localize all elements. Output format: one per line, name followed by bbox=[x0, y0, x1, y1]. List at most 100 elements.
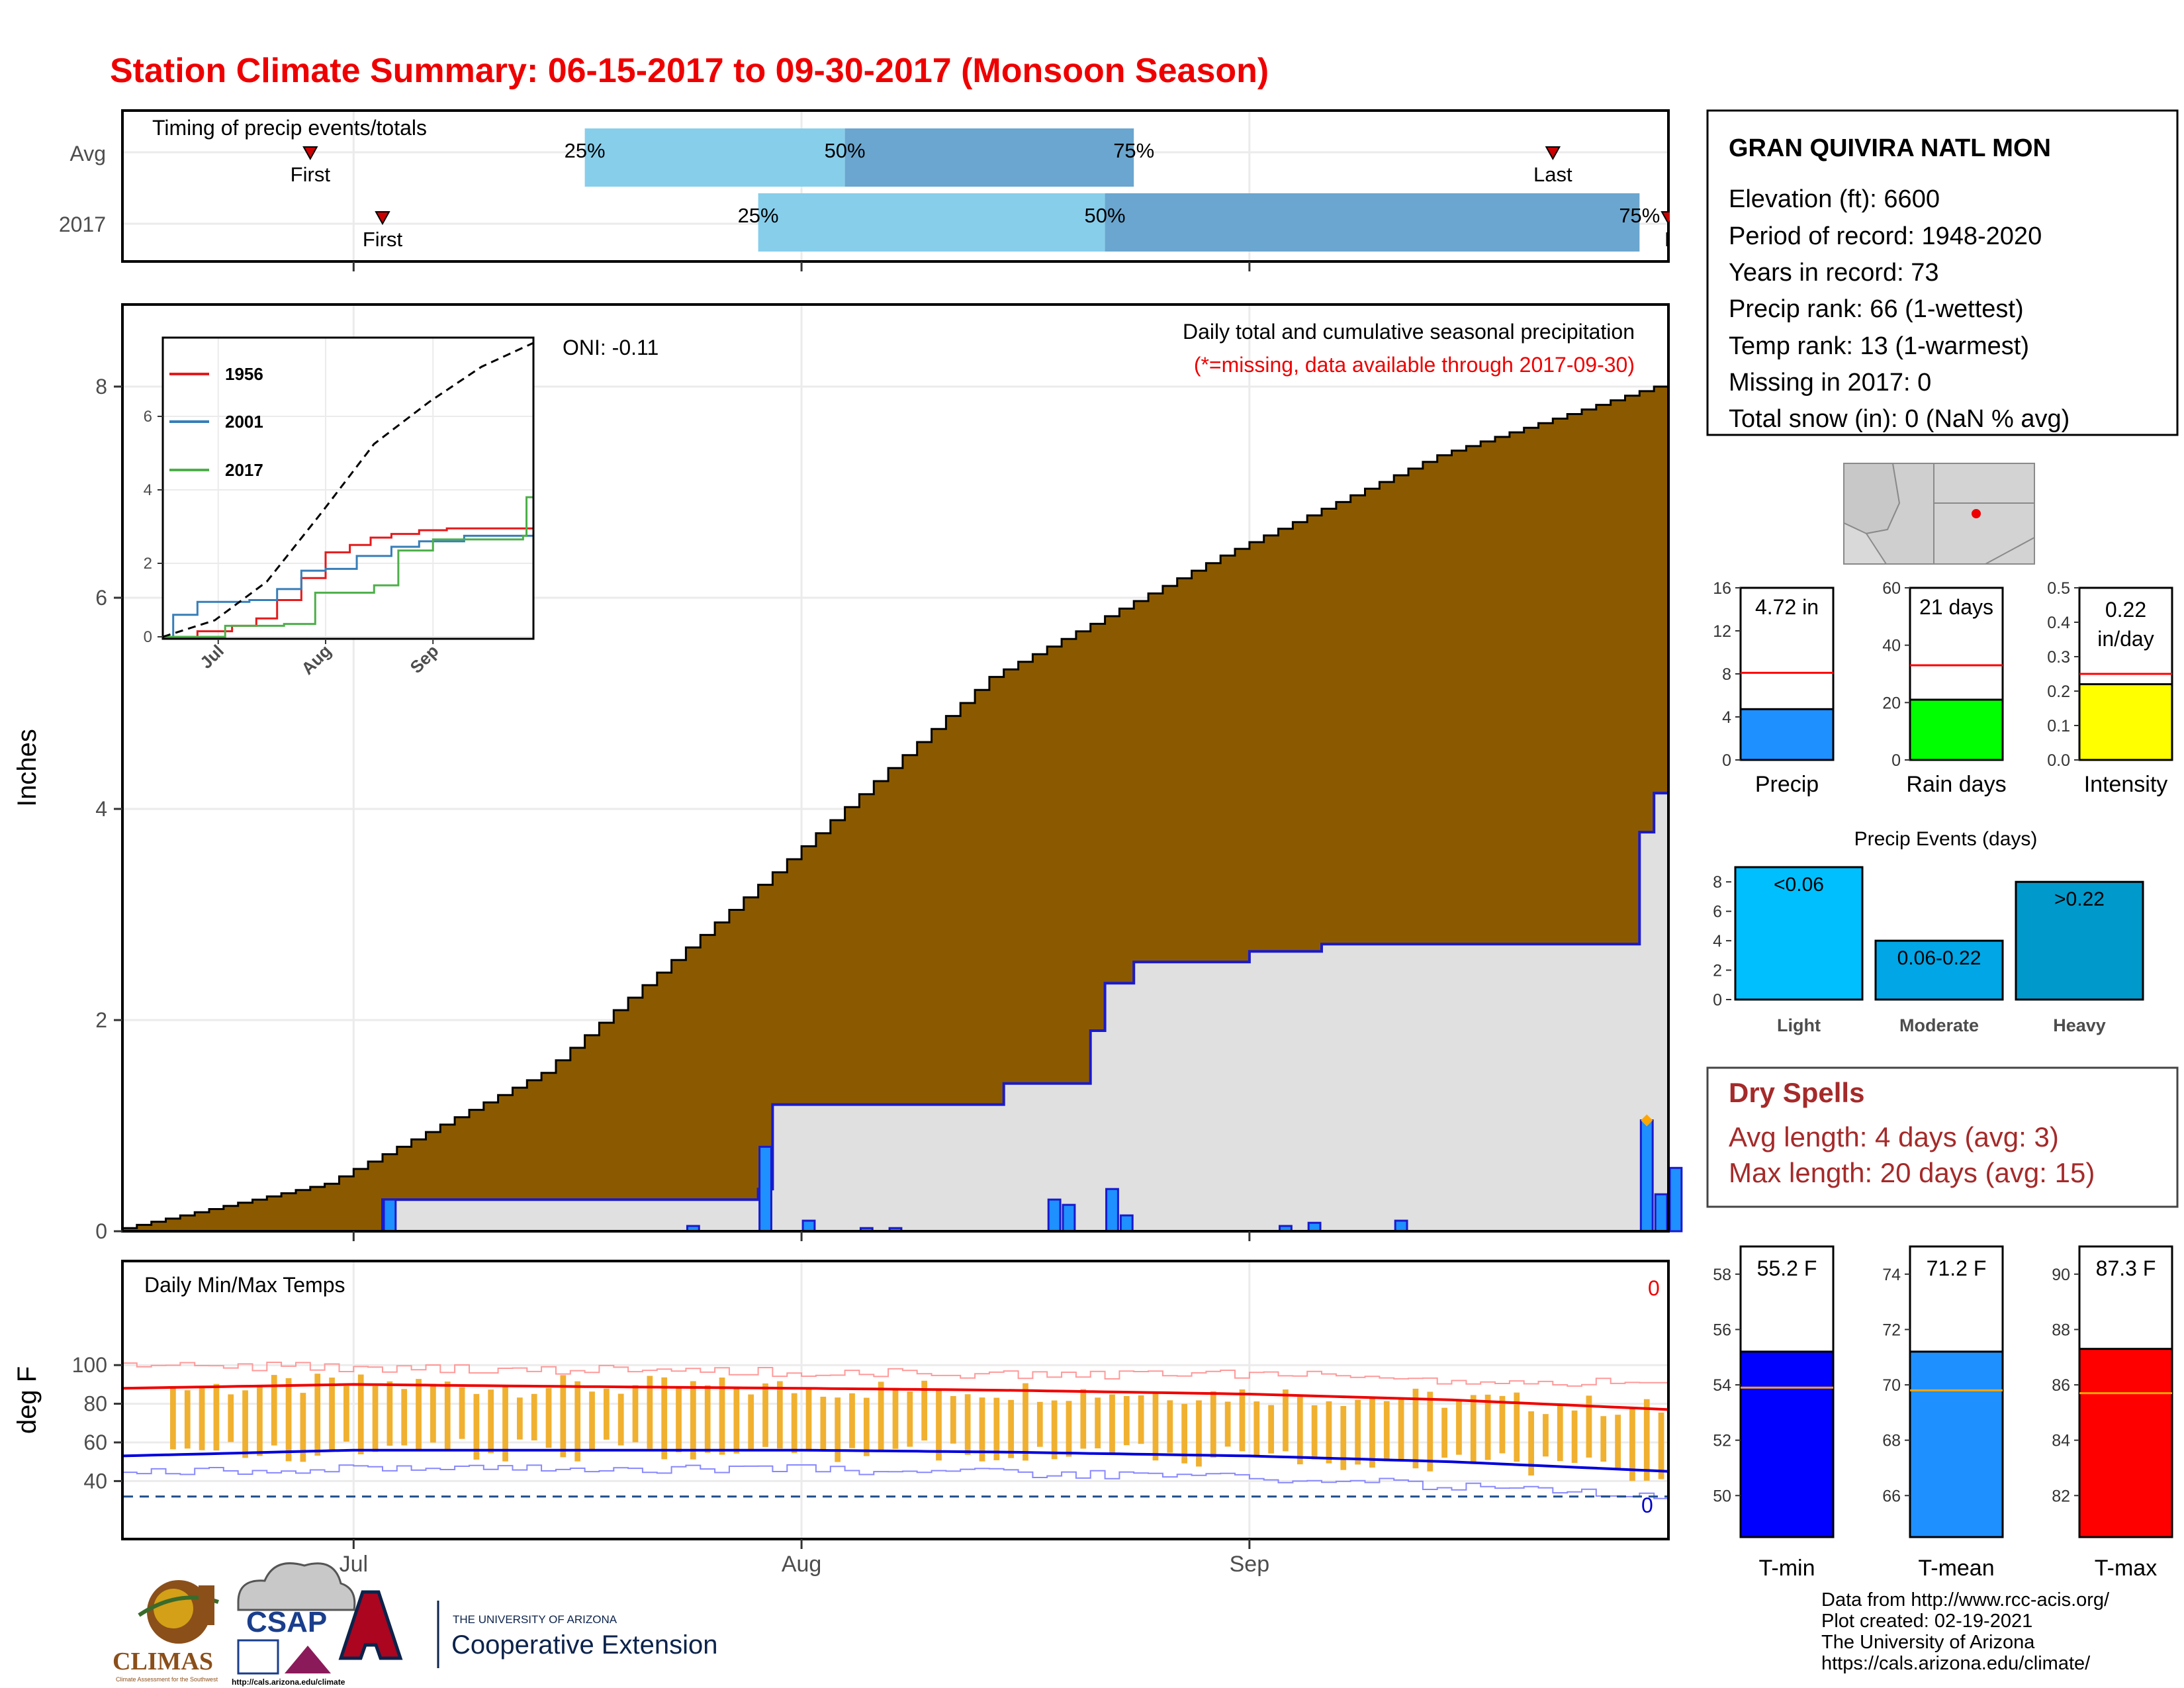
mini-ytick-label: 0 bbox=[1891, 751, 1901, 770]
mini-temp-ytick-label: 56 bbox=[1713, 1321, 1731, 1339]
events-bar-label: <0.06 bbox=[1774, 874, 1824, 896]
daily-temp-bar bbox=[1615, 1415, 1621, 1469]
events-xlabel: Moderate bbox=[1899, 1015, 1979, 1035]
daily-temp-bar bbox=[1441, 1407, 1447, 1458]
daily-temp-bar bbox=[863, 1397, 870, 1456]
timing-2017-first-label: First bbox=[363, 228, 403, 251]
precip-ytick-label: 4 bbox=[95, 797, 107, 821]
mini-temp-chart-tmin: 50 52 54 56 58 55.2 F T-min bbox=[1713, 1245, 1835, 1581]
daily-temp-bar bbox=[892, 1387, 899, 1449]
mini-value-label: 0.22 bbox=[2105, 598, 2146, 622]
timing-2017-q25-label: 25% bbox=[738, 204, 779, 227]
mini-ytick-label: 0.1 bbox=[2047, 717, 2070, 735]
mini-temp-ytick-label: 88 bbox=[2052, 1321, 2070, 1339]
station-missing: Missing in 2017: 0 bbox=[1729, 369, 1931, 397]
timing-2017-first-marker bbox=[375, 211, 390, 226]
daily-temp-bar bbox=[416, 1379, 422, 1452]
temp-ytick-label: 80 bbox=[83, 1392, 107, 1416]
station-period: Period of record: 1948-2020 bbox=[1729, 222, 2042, 250]
daily-temp-bar bbox=[589, 1391, 595, 1450]
inset-frame-bg bbox=[163, 338, 533, 639]
credit-data-source: Data from http://www.rcc-acis.org/ bbox=[1821, 1589, 2110, 1611]
daily-temp-bar bbox=[1398, 1399, 1404, 1461]
temp-ylabel: deg F bbox=[13, 1366, 42, 1434]
obs-cumulative-area bbox=[122, 793, 1668, 1231]
daily-temp-bar bbox=[835, 1397, 841, 1462]
daily-temp-bar bbox=[1528, 1411, 1534, 1476]
temp-ytick-label: 40 bbox=[83, 1469, 107, 1493]
daily-max-marker bbox=[1641, 1114, 1653, 1127]
timing-panel: Timing of precip events/totals Avg 2017 … bbox=[59, 106, 1703, 271]
mini-chart-precip: 0 4 8 12 16 4.72 in Precip bbox=[1713, 579, 1835, 797]
timing-avg-first-label: First bbox=[291, 163, 331, 186]
mini-ytick-label: 0.4 bbox=[2047, 614, 2070, 632]
temp-ytick-label: 100 bbox=[72, 1353, 107, 1377]
precip-ytick-label: 6 bbox=[95, 586, 107, 610]
timing-2017-q25-q50-bar bbox=[758, 193, 1105, 252]
daily-temp-bar bbox=[1181, 1403, 1188, 1464]
csap-logo-text: CSAP bbox=[246, 1606, 327, 1638]
legend-1956: 1956 bbox=[225, 364, 263, 384]
csap-logo: CSAP http://cals.arizona.edu/climate bbox=[232, 1562, 356, 1687]
daily-temp-bar bbox=[300, 1393, 306, 1462]
events-ytick-label: 8 bbox=[1713, 873, 1722, 892]
mini-temp-value-label: 71.2 F bbox=[1927, 1256, 1987, 1280]
daily-temp-bar bbox=[950, 1395, 956, 1444]
daily-temp-bar bbox=[1268, 1405, 1274, 1454]
daily-temp-bar bbox=[574, 1381, 581, 1462]
daily-temp-bar bbox=[502, 1385, 508, 1462]
climas-logo: CLIMAS Climate Assessment for the Southw… bbox=[113, 1580, 219, 1683]
inset-ytick-label: 6 bbox=[144, 408, 152, 426]
daily-temp-bar bbox=[617, 1393, 624, 1446]
mini-bar-precip bbox=[1739, 708, 1835, 761]
mini-temp-xlabel: T-max bbox=[2095, 1556, 2157, 1581]
daily-temp-bar bbox=[733, 1389, 740, 1454]
inset-series-2001 bbox=[163, 532, 535, 638]
station-snow: Total snow (in): 0 (NaN % avg) bbox=[1729, 405, 2070, 433]
daily-precip-bar bbox=[801, 1219, 816, 1233]
csap-logo-url: http://cals.arizona.edu/climate bbox=[232, 1677, 345, 1687]
precip-header: Daily total and cumulative seasonal prec… bbox=[1183, 320, 1635, 344]
avg-max-line bbox=[122, 1383, 1669, 1411]
daily-temp-bar bbox=[964, 1394, 971, 1455]
temp-frame bbox=[121, 1260, 1670, 1540]
daily-temp-bar bbox=[184, 1390, 191, 1449]
daily-temp-bar bbox=[907, 1391, 913, 1447]
inset-ytick-label: 4 bbox=[144, 481, 152, 499]
mini-temp-ytick-label: 86 bbox=[2052, 1376, 2070, 1395]
mini-temp-ytick-label: 50 bbox=[1713, 1487, 1731, 1505]
daily-temp-bar bbox=[719, 1377, 725, 1455]
daily-temp-bar bbox=[690, 1381, 696, 1460]
station-precip-rank: Precip rank: 66 (1-wettest) bbox=[1729, 295, 2024, 323]
daily-temp-bar bbox=[199, 1388, 205, 1450]
daily-temp-bar bbox=[1297, 1397, 1303, 1465]
daily-temp-bar bbox=[560, 1375, 567, 1458]
events-bar-light bbox=[1734, 866, 1864, 1001]
daily-temp-bar bbox=[213, 1383, 220, 1451]
daily-temp-bar bbox=[1658, 1412, 1664, 1479]
ua-logo: THE UNIVERSITY OF ARIZONA Cooperative Ex… bbox=[338, 1590, 717, 1668]
climas-logo-text: CLIMAS bbox=[113, 1648, 213, 1675]
daily-temp-bar bbox=[805, 1387, 812, 1451]
daily-temp-bar bbox=[430, 1383, 436, 1443]
credit-plot-created: Plot created: 02-19-2021 bbox=[1821, 1611, 2032, 1632]
events-bar-heavy bbox=[2015, 880, 2144, 1001]
daily-temp-bar bbox=[704, 1385, 711, 1453]
daily-temp-bar bbox=[343, 1385, 349, 1442]
mini-ytick-label: 0.2 bbox=[2047, 682, 2070, 701]
mini-temp-ytick-label: 66 bbox=[1882, 1487, 1901, 1505]
daily-temp-bar bbox=[1543, 1414, 1549, 1457]
events-xlabel: Light bbox=[1777, 1015, 1821, 1035]
inset-frame bbox=[161, 336, 535, 640]
daily-temp-bar bbox=[1138, 1395, 1144, 1444]
mini-temp-ytick-label: 90 bbox=[2052, 1266, 2070, 1284]
daily-temp-bar bbox=[776, 1381, 783, 1449]
mini-value-label: 4.72 in bbox=[1755, 595, 1819, 619]
precip-ylabel: Inches bbox=[13, 729, 42, 807]
legend-2001: 2001 bbox=[225, 412, 263, 432]
mini-temp-ytick-label: 72 bbox=[1882, 1321, 1901, 1339]
mini-temp-ytick-label: 54 bbox=[1713, 1376, 1731, 1395]
timing-row-avg: Avg bbox=[69, 142, 106, 165]
